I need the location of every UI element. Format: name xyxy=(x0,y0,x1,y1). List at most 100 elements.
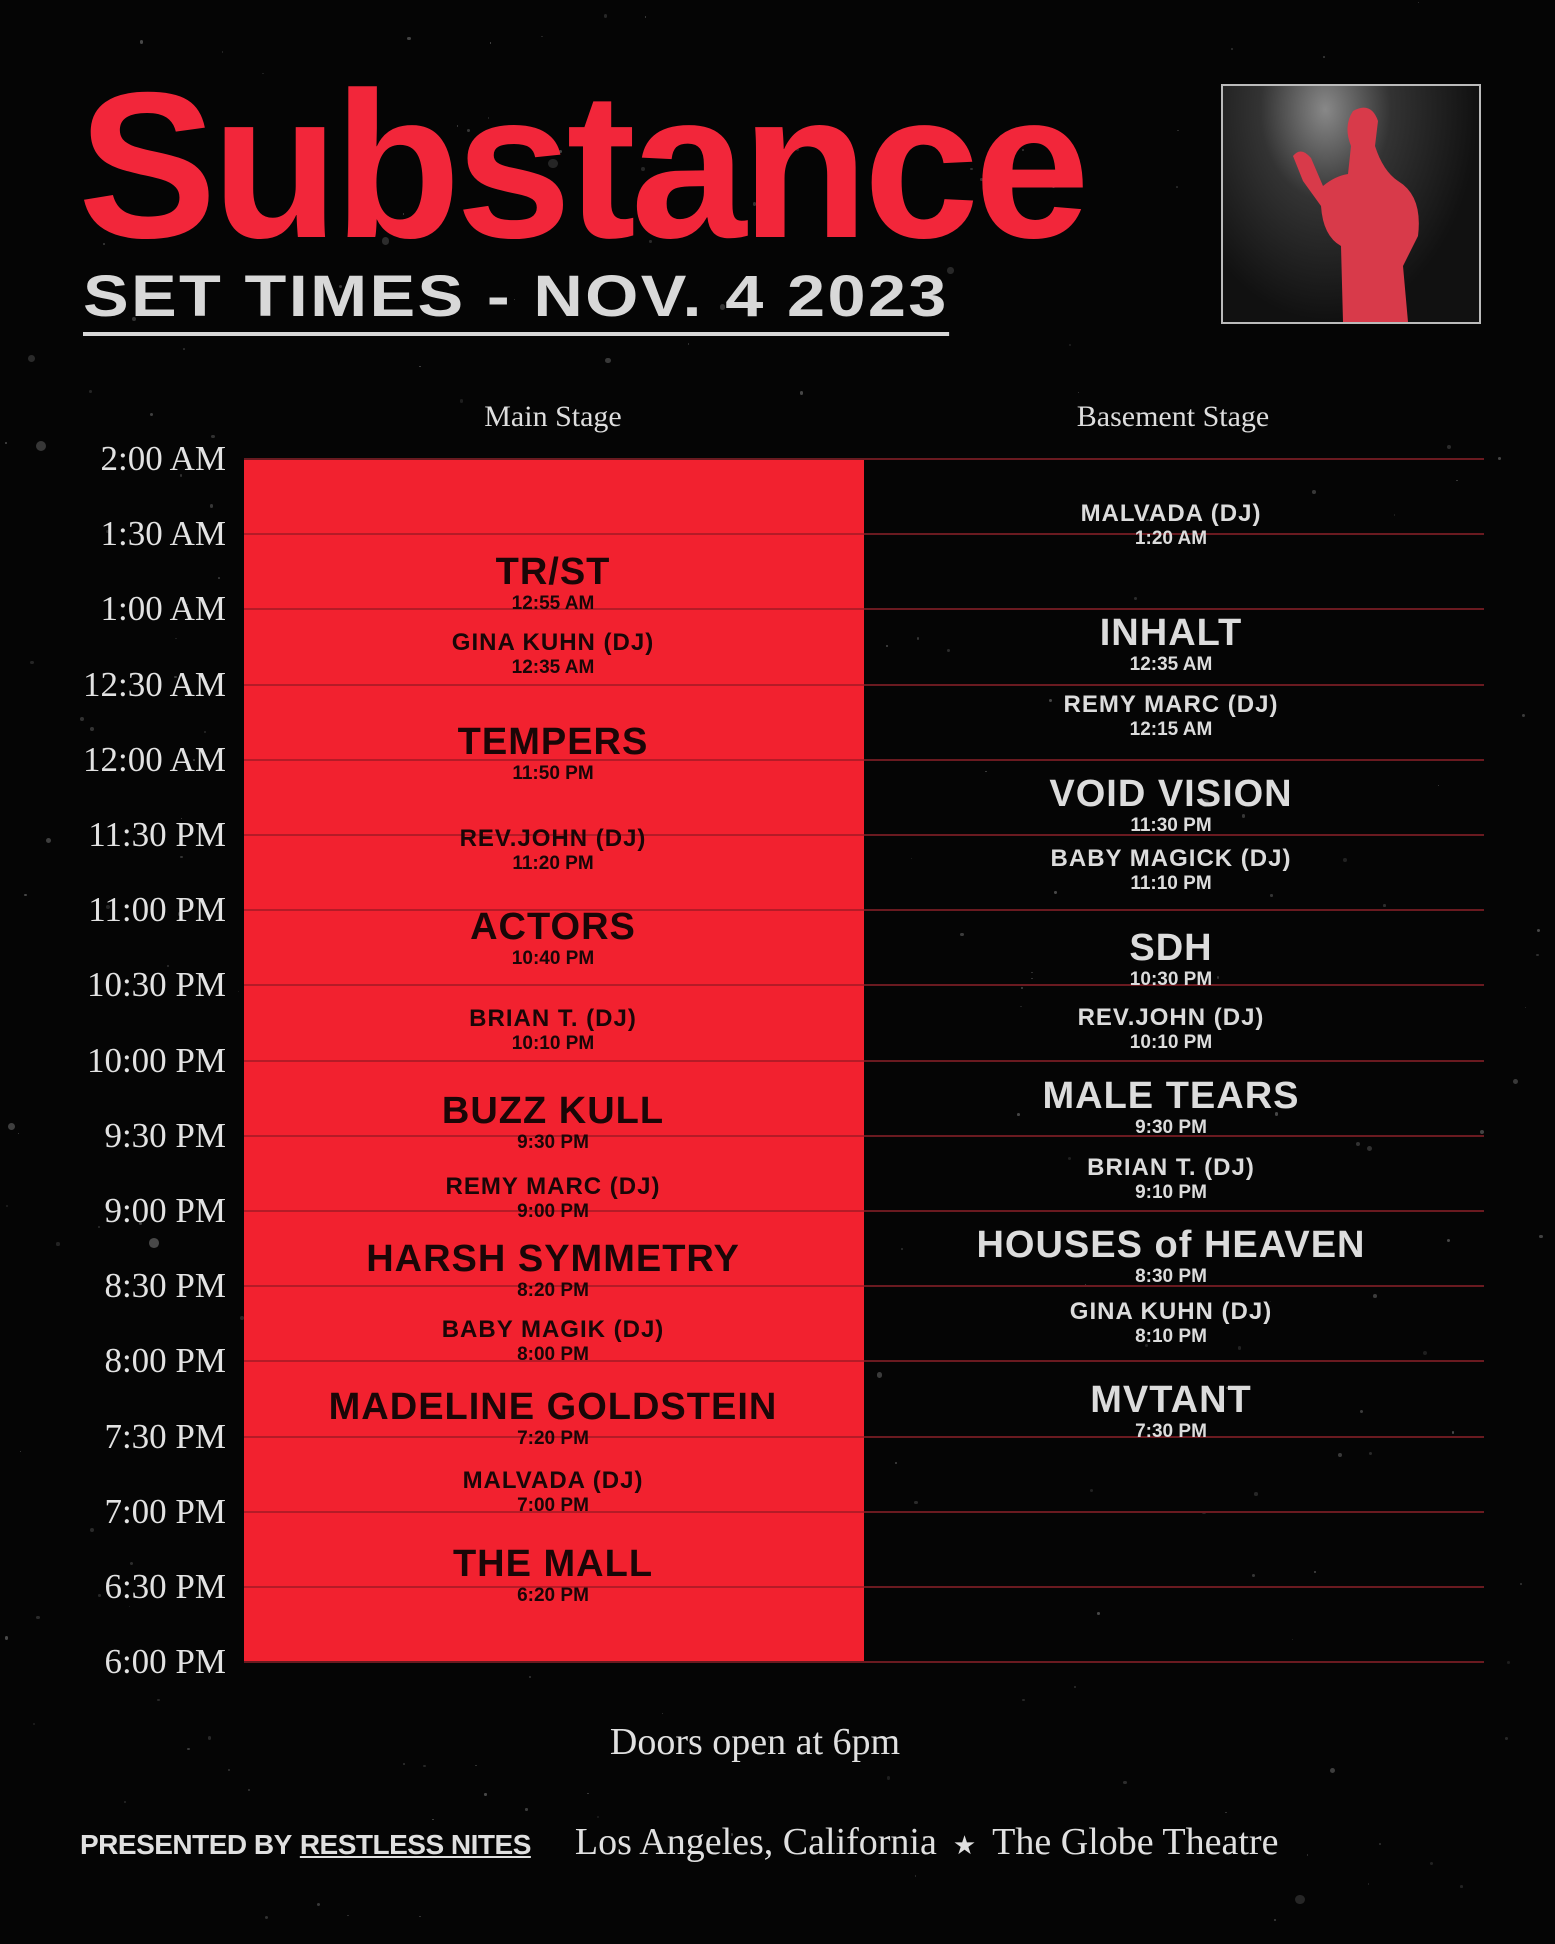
texture-speck xyxy=(1314,1571,1316,1573)
texture-speck xyxy=(474,1764,477,1767)
main-stage-act: BABY MAGIK (DJ) 8:00 PM xyxy=(442,1318,665,1365)
basement-stage-act: BRIAN T. (DJ) 9:10 PM xyxy=(1087,1156,1255,1203)
texture-speck xyxy=(46,838,52,844)
texture-speck xyxy=(149,1238,159,1248)
act-time: 8:10 PM xyxy=(1135,1326,1207,1347)
texture-speck xyxy=(1022,148,1025,151)
texture-speck xyxy=(513,298,516,301)
texture-speck xyxy=(799,391,804,395)
texture-speck xyxy=(894,1461,897,1464)
texture-speck xyxy=(1417,1,1419,4)
texture-speck xyxy=(687,343,690,346)
act-time: 10:10 PM xyxy=(511,1033,595,1054)
act-time: 7:00 PM xyxy=(517,1495,589,1516)
act-time: 7:30 PM xyxy=(1135,1421,1207,1442)
gridline-main-segment xyxy=(244,533,864,536)
texture-speck xyxy=(487,117,489,119)
texture-speck xyxy=(5,1204,9,1207)
texture-speck xyxy=(1480,1130,1485,1135)
texture-speck xyxy=(587,1793,589,1795)
texture-speck xyxy=(36,1615,40,1620)
texture-speck xyxy=(1237,1346,1242,1350)
act-time: 9:30 PM xyxy=(517,1132,589,1153)
texture-speck xyxy=(98,1594,102,1598)
texture-speck xyxy=(456,125,459,127)
act-time: 8:00 PM xyxy=(517,1344,589,1365)
texture-speck xyxy=(139,1221,143,1225)
texture-speck xyxy=(1498,457,1502,461)
texture-speck xyxy=(1519,1583,1522,1586)
texture-speck xyxy=(218,577,220,580)
texture-speck xyxy=(1306,1854,1308,1856)
act-name: GINA KUHN (DJ) xyxy=(451,629,655,656)
set-times-date: SET TIMES - NOV. 4 2023 xyxy=(83,268,949,336)
texture-speck xyxy=(1379,1842,1381,1845)
texture-speck xyxy=(1096,1612,1100,1615)
texture-speck xyxy=(1252,1573,1256,1577)
texture-speck xyxy=(211,435,215,439)
time-label: 9:00 PM xyxy=(104,1191,226,1230)
act-name: TR/ST xyxy=(495,551,611,593)
texture-speck xyxy=(459,399,464,404)
texture-speck xyxy=(1274,1918,1277,1921)
texture-speck xyxy=(597,1815,600,1818)
texture-speck xyxy=(178,912,182,916)
texture-speck xyxy=(179,474,183,477)
act-time: 1:20 AM xyxy=(1134,528,1208,549)
texture-speck xyxy=(1337,1452,1342,1457)
texture-speck xyxy=(1536,954,1539,957)
texture-speck xyxy=(1524,1007,1527,1009)
texture-speck xyxy=(19,1451,22,1453)
time-gridline xyxy=(244,1360,1484,1363)
texture-speck xyxy=(36,440,47,451)
texture-speck xyxy=(1507,1661,1511,1665)
texture-speck xyxy=(484,1793,487,1796)
time-gridline xyxy=(244,1210,1484,1212)
texture-speck xyxy=(5,442,8,444)
texture-speck xyxy=(466,128,471,133)
texture-speck xyxy=(419,1915,422,1918)
texture-speck xyxy=(1230,47,1234,50)
basement-stage-act: GINA KUHN (DJ) 8:10 PM xyxy=(1070,1300,1272,1347)
texture-speck xyxy=(1089,1488,1094,1493)
act-time: 12:15 AM xyxy=(1129,719,1213,740)
main-stage-act: MALVADA (DJ) 7:00 PM xyxy=(462,1467,644,1516)
act-time: 11:50 PM xyxy=(512,763,594,784)
act-name: MALVADA (DJ) xyxy=(462,1467,644,1494)
texture-speck xyxy=(203,730,207,734)
presented-by-label: PRESENTED BY xyxy=(80,1829,292,1860)
texture-speck xyxy=(1225,1811,1227,1814)
texture-speck xyxy=(1505,1736,1509,1740)
texture-speck xyxy=(104,198,109,203)
main-stage-act: BRIAN T. (DJ) 10:10 PM xyxy=(469,1007,637,1054)
texture-speck xyxy=(985,770,987,773)
act-time: 8:20 PM xyxy=(517,1280,589,1301)
gridline-main-segment xyxy=(244,1510,864,1513)
texture-speck xyxy=(947,648,951,652)
texture-speck xyxy=(764,180,767,184)
texture-speck xyxy=(7,1122,15,1130)
act-time: 12:35 AM xyxy=(1129,654,1213,675)
gridline-main-segment xyxy=(244,1285,864,1288)
gridline-main-segment xyxy=(244,683,864,686)
texture-speck xyxy=(1048,698,1052,702)
texture-speck xyxy=(182,348,185,351)
act-name: THE MALL xyxy=(452,1543,654,1585)
texture-speck xyxy=(106,904,111,909)
texture-speck xyxy=(24,893,27,897)
texture-speck xyxy=(661,1712,664,1715)
act-name: SDH xyxy=(1129,927,1213,969)
time-gridline xyxy=(244,683,1484,686)
texture-speck xyxy=(347,1914,350,1917)
texture-speck xyxy=(980,177,984,181)
texture-speck xyxy=(489,41,492,44)
basement-stage-act: MALVADA (DJ) 1:20 AM xyxy=(1081,502,1262,549)
act-time: 10:30 PM xyxy=(1129,969,1213,990)
gridline-main-segment xyxy=(244,1586,864,1588)
texture-speck xyxy=(1254,1492,1259,1496)
texture-speck xyxy=(1134,596,1138,600)
time-gridline xyxy=(244,1134,1484,1137)
texture-speck xyxy=(89,1527,94,1532)
texture-speck xyxy=(209,504,213,508)
texture-speck xyxy=(1367,1883,1370,1885)
